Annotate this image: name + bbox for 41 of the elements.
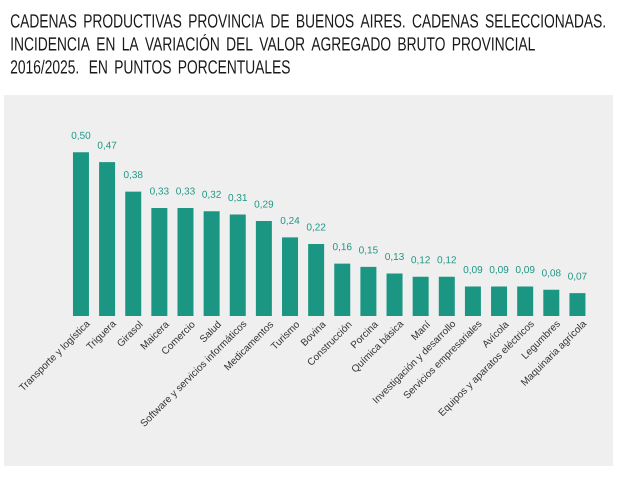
data-label: 0,16: [332, 243, 352, 252]
data-label: 0,50: [72, 132, 90, 140]
bar: [491, 286, 508, 316]
bar: [125, 192, 142, 316]
bar: [151, 208, 168, 316]
bar: [438, 276, 455, 316]
data-label: 0,12: [411, 256, 430, 264]
data-label: 0,47: [98, 142, 116, 150]
bar: [72, 152, 89, 316]
data-label: 0,22: [306, 223, 326, 232]
data-label: 0,31: [228, 194, 247, 202]
data-label: 0,07: [568, 272, 587, 281]
chart-title: CADENAS PRODUCTIVAS PROVINCIA DE BUENOS AIRES. CADENAS SELECCIONADAS. INCIDENCIA EN LA VARIACIÓN DEL VALOR AGREGADO BRUTO PROVINCIAL 2016/2025. EN PUNTOS PORCENTUALES: [10, 14, 605, 74]
bar: [517, 286, 534, 316]
bar: [569, 293, 586, 316]
data-label: 0,29: [254, 200, 274, 209]
bar: [230, 214, 246, 316]
bar: [256, 221, 272, 316]
data-label: 0,38: [124, 171, 143, 180]
bar: [177, 208, 194, 316]
bar: [99, 162, 116, 316]
data-label: 0,33: [176, 187, 195, 196]
data-label: 0,08: [542, 269, 561, 278]
bar: [360, 266, 376, 316]
data-label: 0,32: [202, 190, 221, 200]
bar: [334, 264, 350, 316]
data-label: 0,09: [490, 266, 508, 274]
data-label: 0,12: [437, 256, 456, 264]
bar: [412, 276, 429, 316]
bar: [204, 211, 220, 316]
data-label: 0,33: [150, 187, 169, 196]
data-label: 0,24: [280, 216, 300, 226]
data-label: 0,09: [464, 266, 482, 274]
bar: [543, 290, 560, 316]
data-label: 0,15: [359, 246, 378, 255]
bar: [386, 273, 403, 316]
data-label: 0,13: [385, 252, 404, 262]
data-label: 0,09: [516, 266, 534, 274]
bar: [464, 286, 481, 316]
bar: [308, 244, 324, 316]
bar: [282, 237, 298, 316]
